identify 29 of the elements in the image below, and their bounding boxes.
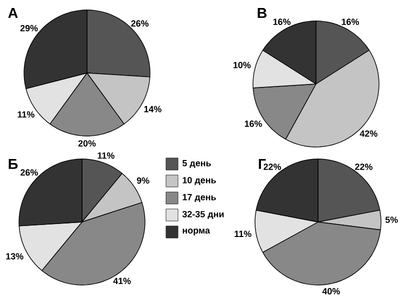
data-label: 22% [264,164,282,170]
data-label: 9% [136,177,150,184]
data-label: 11% [18,111,34,118]
data-label: 41% [113,278,131,284]
data-label: 14% [144,106,162,112]
legend-label: 10 день [182,176,216,186]
legend-label: 5 день [182,160,211,168]
chart-title: Б [8,159,18,169]
data-label: 26% [20,169,38,176]
data-label: 40% [322,288,340,294]
data-label: 10% [233,62,251,68]
data-label: 22% [355,164,372,170]
data-label: 16% [342,18,359,25]
data-label: 26% [131,20,149,27]
data-label: 16% [273,18,291,25]
chart-title: В [258,8,267,18]
data-label: 11% [234,230,252,238]
data-label: 11% [98,152,114,159]
chart-title: А [8,8,18,18]
data-label: 5% [385,216,398,223]
data-label: 29% [20,25,38,32]
chart-title: Г [258,159,266,169]
data-label: 13% [6,253,24,260]
legend-label: 32-35 дни [182,210,224,220]
data-label: 42% [360,130,378,137]
legend-label: норма [182,228,210,236]
data-label: 16% [244,120,262,127]
data-label: 20% [78,140,96,147]
legend-label: 17 день [182,194,216,202]
